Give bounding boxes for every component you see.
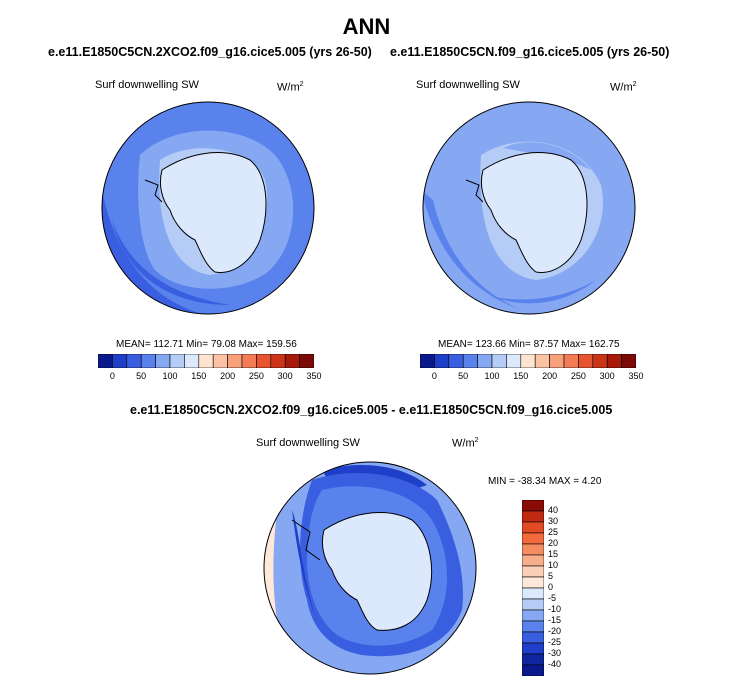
- panel1-colorbar-swatch: [299, 354, 314, 368]
- panel2-colorbar-swatch: [520, 354, 536, 368]
- panel1-colorbar-tick-label: 100: [162, 371, 178, 381]
- panel1-stats: MEAN= 112.71 Min= 79.08 Max= 159.56: [116, 339, 297, 350]
- diff-colorbar-swatch: [522, 587, 544, 600]
- diff-colorbar-swatch: [522, 554, 544, 567]
- panel1-colorbar-tick-label: 250: [248, 371, 264, 381]
- panel1-map: [101, 101, 315, 315]
- panel2-colorbar-swatch: [578, 354, 594, 368]
- diff-units: W/m2: [452, 437, 479, 450]
- panel1-colorbar-swatch: [256, 354, 272, 368]
- diff-stats: MIN = -38.34 MAX = 4.20: [488, 476, 602, 487]
- diff-colorbar-swatch: [522, 609, 544, 622]
- panel2-colorbar-swatch: [606, 354, 622, 368]
- panel1-colorbar-swatch: [184, 354, 200, 368]
- diff-colorbar-swatch: [522, 543, 544, 556]
- panel2-colorbar-swatch: [549, 354, 565, 368]
- diff-colorbar-tick-label: 30: [548, 516, 559, 526]
- panel2-colorbar-tick-label: 250: [570, 371, 586, 381]
- panel2-stats: MEAN= 123.66 Min= 87.57 Max= 162.75: [438, 339, 620, 350]
- panel2-colorbar-swatch: [506, 354, 522, 368]
- panel2-colorbar-swatch: [534, 354, 550, 368]
- panel1-colorbar-swatch: [169, 354, 185, 368]
- panel2-colorbar-swatch: [462, 354, 478, 368]
- panel2-colorbar-swatch: [621, 354, 636, 368]
- diff-colorbar-tick-label: -25: [548, 637, 562, 647]
- diff-colorbar-tick-label: 5: [548, 571, 554, 581]
- panel1-colorbar-tick-label: 300: [277, 371, 293, 381]
- panel2-map: [422, 101, 636, 315]
- panel1-field-label: Surf downwelling SW: [95, 79, 199, 91]
- diff-colorbar-tick-label: 10: [548, 560, 559, 570]
- diff-colorbar-swatch: [522, 500, 544, 512]
- diff-colorbar: [522, 500, 544, 676]
- panel2-colorbar-swatch: [592, 354, 608, 368]
- diff-colorbar-swatch: [522, 532, 544, 545]
- panel2-colorbar-swatch: [563, 354, 579, 368]
- panel2-colorbar-tick-label: 350: [628, 371, 644, 381]
- panel1-colorbar-swatch: [126, 354, 142, 368]
- panel1-case-title: e.e11.E1850C5CN.2XCO2.f09_g16.cice5.005 …: [48, 45, 372, 59]
- diff-colorbar-swatch: [522, 510, 544, 523]
- diff-colorbar-tick-label: -30: [548, 648, 562, 658]
- diff-map: [263, 461, 477, 675]
- panel2-field-label: Surf downwelling SW: [416, 79, 520, 91]
- diff-field-label: Surf downwelling SW: [256, 437, 360, 449]
- panel1-colorbar-swatch: [270, 354, 286, 368]
- diff-colorbar-swatch: [522, 598, 544, 611]
- diff-colorbar-tick-label: 25: [548, 527, 559, 537]
- panel2-colorbar-tick-label: 0: [431, 371, 437, 381]
- panel1-colorbar-swatch: [155, 354, 171, 368]
- panel1-colorbar-swatch: [241, 354, 257, 368]
- panel2-colorbar-swatch: [434, 354, 450, 368]
- panel2-units: W/m2: [610, 81, 637, 94]
- diff-colorbar-tick-label: -5: [548, 593, 557, 603]
- diff-colorbar-tick-label: -40: [548, 659, 562, 669]
- panel2-colorbar-swatch: [420, 354, 435, 368]
- diff-colorbar-swatch: [522, 642, 544, 655]
- panel2-colorbar-tick-label: 100: [484, 371, 500, 381]
- panel2-colorbar-tick-label: 150: [513, 371, 529, 381]
- panel1-colorbar-swatch: [98, 354, 113, 368]
- panel2-colorbar-tick-label: 200: [542, 371, 558, 381]
- panel2-colorbar-swatch: [477, 354, 493, 368]
- panel2-colorbar: [420, 354, 636, 368]
- page-title: ANN: [342, 14, 391, 39]
- diff-colorbar-tick-label: 40: [548, 505, 559, 515]
- diff-colorbar-swatch: [522, 565, 544, 578]
- panel1-colorbar-tick-label: 150: [191, 371, 207, 381]
- diff-colorbar-swatch: [522, 521, 544, 534]
- panel1-colorbar-swatch: [140, 354, 156, 368]
- panel2-colorbar-tick-label: 50: [458, 371, 469, 381]
- panel1-units: W/m2: [277, 81, 304, 94]
- diff-colorbar-tick-label: -20: [548, 626, 562, 636]
- panel2-colorbar-swatch: [491, 354, 507, 368]
- diff-colorbar-swatch: [522, 631, 544, 644]
- diff-colorbar-tick-label: 20: [548, 538, 559, 548]
- diff-colorbar-swatch: [522, 664, 544, 676]
- panel1-colorbar-tick-label: 50: [136, 371, 147, 381]
- diff-colorbar-tick-label: 0: [548, 582, 554, 592]
- panel1-colorbar-swatch: [212, 354, 228, 368]
- panel1-colorbar-swatch: [227, 354, 243, 368]
- panel1-colorbar-swatch: [284, 354, 300, 368]
- panel1-colorbar: [98, 354, 314, 368]
- panel1-colorbar-swatch: [198, 354, 214, 368]
- panel2-case-title: e.e11.E1850C5CN.f09_g16.cice5.005 (yrs 2…: [390, 45, 670, 59]
- panel1-colorbar-tick-label: 0: [109, 371, 115, 381]
- diff-colorbar-tick-label: 15: [548, 549, 559, 559]
- panel1-colorbar-swatch: [112, 354, 128, 368]
- panel2-colorbar-swatch: [448, 354, 464, 368]
- diff-title: e.e11.E1850C5CN.2XCO2.f09_g16.cice5.005 …: [130, 403, 613, 417]
- diff-colorbar-tick-label: -10: [548, 604, 562, 614]
- panel1-colorbar-tick-label: 350: [306, 371, 322, 381]
- diff-colorbar-swatch: [522, 653, 544, 666]
- diff-colorbar-tick-label: -15: [548, 615, 562, 625]
- panel2-colorbar-tick-label: 300: [599, 371, 615, 381]
- diff-colorbar-swatch: [522, 620, 544, 633]
- panel1-colorbar-tick-label: 200: [220, 371, 236, 381]
- diff-colorbar-swatch: [522, 576, 544, 589]
